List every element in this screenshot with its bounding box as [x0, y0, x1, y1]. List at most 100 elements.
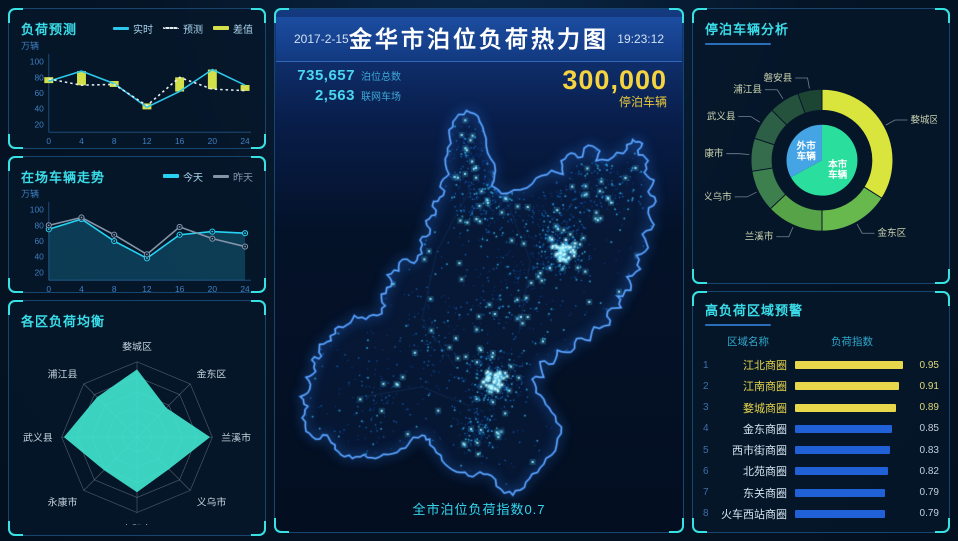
legend-item-realtime[interactable]: 实时	[113, 21, 153, 36]
warning-area-name: 江南商圈	[743, 381, 787, 394]
corner-decoration	[274, 518, 289, 533]
warning-col-name: 区域名称	[727, 336, 769, 348]
svg-text:20: 20	[208, 284, 218, 294]
svg-text:永康市: 永康市	[48, 496, 78, 509]
warning-value: 0.89	[919, 402, 939, 414]
warning-bar	[795, 424, 909, 433]
svg-text:磐安县: 磐安县	[763, 72, 792, 84]
warning-row-3: 3 婺城商圈 0.89	[703, 398, 939, 418]
corner-decoration	[692, 8, 707, 23]
warning-value: 0.83	[919, 444, 939, 456]
corner-decoration	[8, 156, 23, 171]
warning-row-2: 2 江南商圈 0.91	[703, 376, 939, 396]
svg-text:义乌市: 义乌市	[197, 496, 227, 509]
load-forecast-chart[interactable]: 20 40 60 80 100 0 4 8 12 16 20 24	[21, 49, 253, 148]
jinhua-city-heatmap[interactable]	[277, 97, 681, 507]
left-column: 负荷预测 实时 预测 差值 万辆 20 40 60 80 100 0 4 8 12 16 20 24 …	[8, 8, 266, 537]
svg-text:20: 20	[208, 136, 218, 146]
y-axis-unit: 万辆	[21, 41, 40, 51]
diff-bar-swatch	[213, 26, 229, 30]
corner-decoration	[692, 291, 707, 306]
svg-text:60: 60	[34, 88, 44, 98]
svg-text:兰溪市: 兰溪市	[745, 231, 774, 243]
warning-area-name: 火车西站商圈	[721, 508, 787, 521]
legend-item-today[interactable]: 今天	[163, 169, 203, 184]
today-line-swatch	[163, 174, 179, 178]
center-column: 2017-2-15 金华市泊位负荷热力图 19:23:12 735,657 泊位总…	[274, 8, 684, 533]
warning-rank: 5	[703, 444, 709, 456]
svg-text:兰溪市: 兰溪市	[221, 431, 251, 444]
svg-text:婺城区: 婺城区	[122, 341, 152, 353]
svg-text:永康市: 永康市	[705, 148, 724, 160]
page-title: 金华市泊位负荷热力图	[349, 26, 609, 52]
svg-text:80: 80	[34, 220, 44, 230]
svg-text:8: 8	[112, 284, 117, 294]
realtime-line-swatch	[113, 26, 129, 30]
warning-value: 0.79	[919, 508, 939, 520]
svg-text:80: 80	[34, 72, 44, 82]
warning-row-8: 8 火车西站商圈 0.79	[703, 504, 939, 524]
warning-value: 0.82	[919, 465, 939, 477]
district-radar-chart[interactable]: 婺城区金东区兰溪市义乌市东阳市 永康市 武义县 浦江县	[21, 341, 253, 525]
header-clock: 19:23:12	[617, 32, 664, 46]
warning-bar	[795, 488, 909, 497]
warning-row-6: 6 北苑商圈 0.82	[703, 461, 939, 481]
forecast-line-swatch	[163, 27, 179, 29]
warning-area-name: 北苑商圈	[743, 466, 787, 479]
load-forecast-title: 负荷预测	[21, 21, 78, 37]
warning-value: 0.85	[919, 423, 939, 435]
corner-decoration	[8, 300, 23, 315]
vehicle-trend-chart[interactable]: 20 40 60 80 100 0 4 8 12 16 20 24	[21, 197, 253, 296]
corner-decoration	[669, 8, 684, 23]
svg-text:16: 16	[175, 284, 185, 294]
warning-value: 0.95	[919, 359, 939, 371]
legend-item-yesterday[interactable]: 昨天	[213, 169, 253, 184]
warning-area-name: 金东商圈	[743, 423, 787, 436]
stat-berths: 735,657 泊位总数	[291, 67, 401, 84]
svg-text:8: 8	[112, 136, 117, 146]
vehicle-trend-legend: 今天 昨天	[163, 169, 253, 184]
legend-item-diff[interactable]: 差值	[213, 21, 253, 36]
header-date: 2017-2-15	[294, 32, 349, 46]
corner-decoration	[251, 521, 266, 537]
warning-value: 0.79	[919, 487, 939, 499]
svg-text:浦江县: 浦江县	[733, 84, 762, 96]
svg-text:40: 40	[34, 252, 44, 262]
corner-decoration	[692, 269, 707, 284]
legend-item-forecast[interactable]: 预测	[163, 21, 203, 36]
map-header-bar: 2017-2-15 金华市泊位负荷热力图 19:23:12	[276, 17, 682, 62]
corner-decoration	[8, 278, 23, 293]
svg-text:婺城区: 婺城区	[910, 115, 937, 126]
svg-text:武义县: 武义县	[707, 110, 736, 122]
svg-text:金东区: 金东区	[877, 227, 906, 239]
warning-area-name: 江北商圈	[743, 360, 787, 372]
right-column: 停泊车辆分析 婺城区金东区兰溪市义乌市永康市武义县浦江县磐安县本市车辆外市车辆 …	[692, 8, 950, 533]
warning-row-7: 7 东关商圈 0.79	[703, 483, 939, 503]
warning-rank: 2	[703, 380, 709, 392]
corner-decoration	[935, 291, 950, 306]
svg-text:100: 100	[30, 57, 44, 67]
panel-high-load-warning: 高负荷区域预警 区域名称 负荷指数 1 江北商圈 0.95 2 江南商圈 0.91 3 婺城商…	[692, 291, 950, 533]
warning-area-name: 西市街商圈	[732, 445, 787, 458]
corner-decoration	[8, 8, 23, 23]
svg-text:24: 24	[240, 136, 250, 146]
svg-text:20: 20	[34, 267, 44, 277]
svg-text:16: 16	[175, 136, 185, 146]
svg-text:武义县: 武义县	[23, 431, 53, 444]
corner-decoration	[935, 8, 950, 23]
warning-rank: 7	[703, 487, 709, 499]
corner-decoration	[8, 134, 23, 149]
corner-decoration	[251, 8, 266, 23]
warning-area-name: 东关商圈	[743, 487, 787, 500]
warning-rank: 3	[703, 402, 709, 414]
svg-text:义乌市: 义乌市	[705, 191, 732, 203]
svg-text:24: 24	[240, 284, 250, 294]
stat-parked-value: 300,000	[562, 65, 667, 95]
warning-bar	[795, 403, 909, 412]
svg-text:20: 20	[34, 119, 44, 129]
vehicle-trend-title: 在场车辆走势	[21, 169, 106, 185]
svg-text:40: 40	[34, 104, 44, 114]
